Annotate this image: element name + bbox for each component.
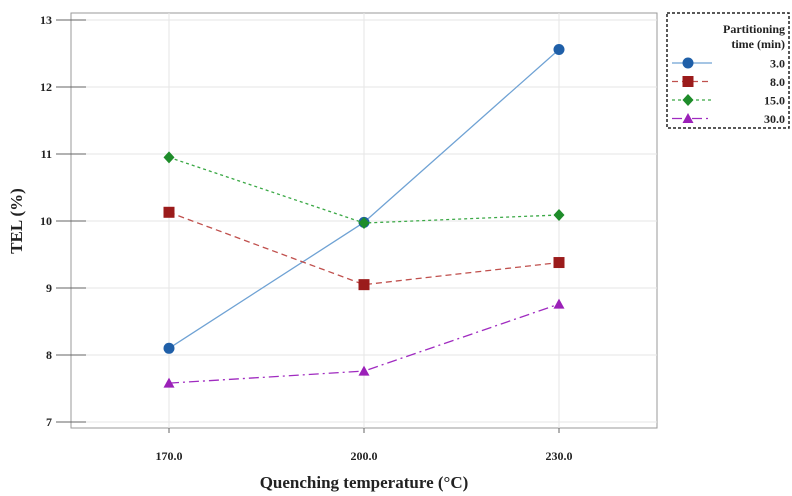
data-point-8.0 — [358, 279, 370, 291]
y-tick-label: 7 — [46, 415, 52, 429]
data-point-15.0 — [358, 217, 370, 230]
x-tick-label: 170.0 — [156, 449, 183, 463]
data-point-3.0 — [553, 43, 565, 55]
series-layer — [163, 43, 565, 388]
y-tick-label: 8 — [46, 348, 52, 362]
data-point-15.0 — [553, 208, 565, 221]
y-axis-title: TEL (%) — [7, 188, 26, 254]
legend-marker-15.0 — [682, 94, 694, 106]
legend-box — [666, 12, 790, 129]
legend-label: 3.0 — [770, 57, 785, 71]
data-point-30.0 — [358, 365, 370, 376]
axes: 7 8 9 10 11 12 13 170.0 200.0 230.0 — [40, 13, 573, 463]
data-point-3.0 — [163, 342, 175, 354]
x-tick-label: 230.0 — [546, 449, 573, 463]
legend-marker-3.0 — [682, 57, 694, 69]
data-point-30.0 — [553, 298, 565, 309]
y-tick-label: 12 — [40, 80, 52, 94]
legend-marker-8.0 — [682, 76, 694, 87]
x-axis-title: Quenching temperature (°C) — [260, 473, 469, 492]
legend-title: Partitioning — [723, 22, 785, 36]
data-point-8.0 — [163, 206, 175, 218]
y-tick-label: 9 — [46, 281, 52, 295]
legend-label: 30.0 — [764, 112, 785, 126]
y-tick-label: 10 — [40, 214, 52, 228]
legend-label: 15.0 — [764, 94, 785, 108]
legend-marker-30.0 — [682, 113, 694, 123]
y-tick-label: 13 — [40, 13, 52, 27]
data-point-15.0 — [163, 151, 175, 164]
data-point-30.0 — [163, 377, 175, 388]
data-point-8.0 — [553, 257, 565, 269]
legend-title: time (min) — [731, 37, 785, 51]
y-tick-label: 11 — [41, 147, 52, 161]
x-tick-label: 200.0 — [351, 449, 378, 463]
legend-label: 8.0 — [770, 75, 785, 89]
